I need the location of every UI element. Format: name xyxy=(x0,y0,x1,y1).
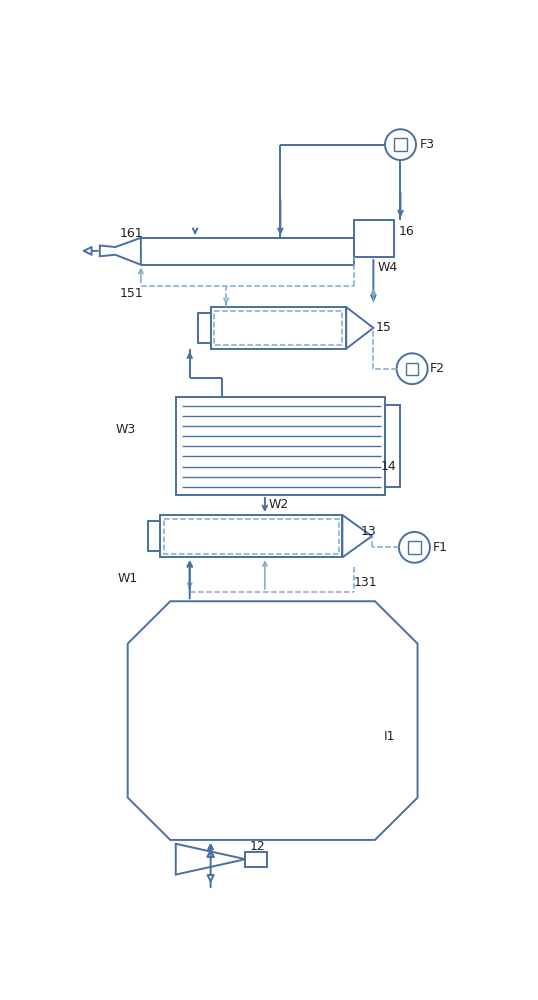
Text: 14: 14 xyxy=(381,460,397,473)
Text: F2: F2 xyxy=(430,362,445,375)
Bar xyxy=(198,313,210,343)
Text: 151: 151 xyxy=(120,287,144,300)
Text: 161: 161 xyxy=(120,227,144,240)
Bar xyxy=(354,220,394,257)
Bar xyxy=(215,311,342,345)
Polygon shape xyxy=(128,601,417,840)
Polygon shape xyxy=(100,238,141,265)
Text: F3: F3 xyxy=(420,138,435,151)
Text: F1: F1 xyxy=(432,541,447,554)
Text: 13: 13 xyxy=(360,525,376,538)
Bar xyxy=(385,405,400,487)
Bar xyxy=(210,307,346,349)
Polygon shape xyxy=(176,844,245,875)
Text: W2: W2 xyxy=(269,498,289,511)
Text: 15: 15 xyxy=(376,321,392,334)
Text: 16: 16 xyxy=(399,225,415,238)
Bar xyxy=(160,515,342,557)
Text: W1: W1 xyxy=(118,572,138,585)
Bar xyxy=(406,363,419,375)
Bar xyxy=(176,397,385,495)
Bar xyxy=(164,519,338,554)
Text: 131: 131 xyxy=(354,576,378,588)
Polygon shape xyxy=(346,307,373,349)
Text: I1: I1 xyxy=(384,730,395,742)
Polygon shape xyxy=(342,515,372,557)
Text: W4: W4 xyxy=(377,261,398,274)
Bar xyxy=(245,852,267,867)
Bar xyxy=(408,541,421,554)
Text: 12: 12 xyxy=(250,840,265,853)
Text: W3: W3 xyxy=(115,423,136,436)
Bar xyxy=(394,138,407,151)
Bar xyxy=(148,521,160,551)
